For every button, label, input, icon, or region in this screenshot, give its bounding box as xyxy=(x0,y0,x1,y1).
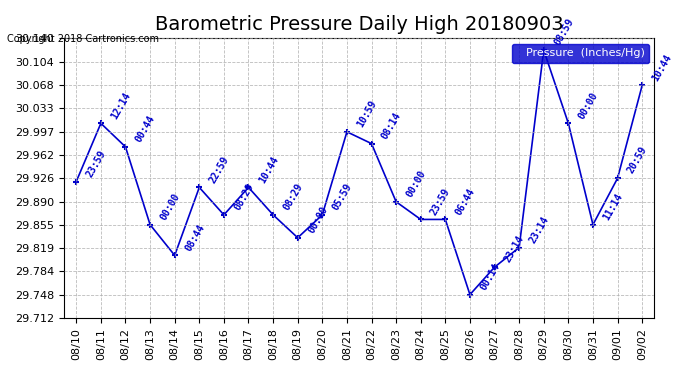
Text: 08:29: 08:29 xyxy=(282,182,305,212)
Text: 12:14: 12:14 xyxy=(109,90,132,120)
Text: 23:14: 23:14 xyxy=(503,234,526,264)
Text: 10:59: 10:59 xyxy=(355,99,379,129)
Legend: Pressure  (Inches/Hg): Pressure (Inches/Hg) xyxy=(512,44,649,63)
Text: 20:59: 20:59 xyxy=(626,145,649,176)
Text: 08:59: 08:59 xyxy=(552,17,575,47)
Text: 22:59: 22:59 xyxy=(208,154,231,184)
Text: 00:00: 00:00 xyxy=(306,204,329,235)
Text: 23:14: 23:14 xyxy=(527,214,551,245)
Text: 23:59: 23:59 xyxy=(85,148,108,179)
Text: 23:59: 23:59 xyxy=(429,186,453,217)
Text: 05:59: 05:59 xyxy=(331,182,354,212)
Text: 00:14: 00:14 xyxy=(478,261,502,292)
Text: 00:00: 00:00 xyxy=(159,192,181,222)
Text: 06:44: 06:44 xyxy=(453,186,477,217)
Text: Copyright 2018 Cartronics.com: Copyright 2018 Cartronics.com xyxy=(7,34,159,44)
Text: 08:29: 08:29 xyxy=(233,182,255,212)
Text: 10:44: 10:44 xyxy=(651,52,674,82)
Text: 00:00: 00:00 xyxy=(577,90,600,120)
Text: 11:14: 11:14 xyxy=(601,192,624,222)
Text: 08:14: 08:14 xyxy=(380,110,403,141)
Text: 00:00: 00:00 xyxy=(404,168,428,199)
Text: 00:44: 00:44 xyxy=(134,114,157,144)
Title: Barometric Pressure Daily High 20180903: Barometric Pressure Daily High 20180903 xyxy=(155,15,564,34)
Text: 10:44: 10:44 xyxy=(257,154,280,184)
Text: 08:44: 08:44 xyxy=(183,222,206,253)
